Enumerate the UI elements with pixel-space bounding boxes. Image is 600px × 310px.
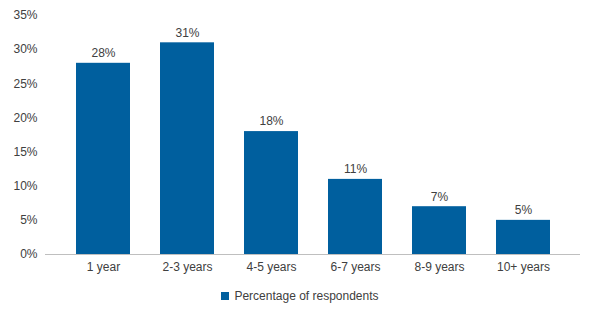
svg-text:11%: 11% <box>344 162 367 176</box>
svg-text:8-9 years: 8-9 years <box>414 260 464 274</box>
svg-text:1 year: 1 year <box>87 260 120 274</box>
svg-text:7%: 7% <box>431 190 449 204</box>
svg-text:6-7 years: 6-7 years <box>330 260 380 274</box>
svg-text:31%: 31% <box>175 26 199 40</box>
svg-text:10+ years: 10+ years <box>497 260 550 274</box>
svg-text:18%: 18% <box>259 114 283 128</box>
svg-text:0%: 0% <box>20 247 38 261</box>
svg-text:35%: 35% <box>13 8 37 22</box>
svg-text:5%: 5% <box>515 203 533 217</box>
svg-text:2-3 years: 2-3 years <box>162 260 212 274</box>
svg-text:20%: 20% <box>13 111 37 125</box>
svg-text:5%: 5% <box>20 213 38 227</box>
html-text:Percentage of respondents: Percentage of respondents <box>234 289 379 303</box>
svg-text:25%: 25% <box>13 77 37 91</box>
svg-text:10%: 10% <box>13 179 37 193</box>
svg-text:4-5 years: 4-5 years <box>246 260 296 274</box>
svg-text:15%: 15% <box>13 145 37 159</box>
svg-text:28%: 28% <box>91 46 115 60</box>
svg-text:30%: 30% <box>13 42 37 56</box>
